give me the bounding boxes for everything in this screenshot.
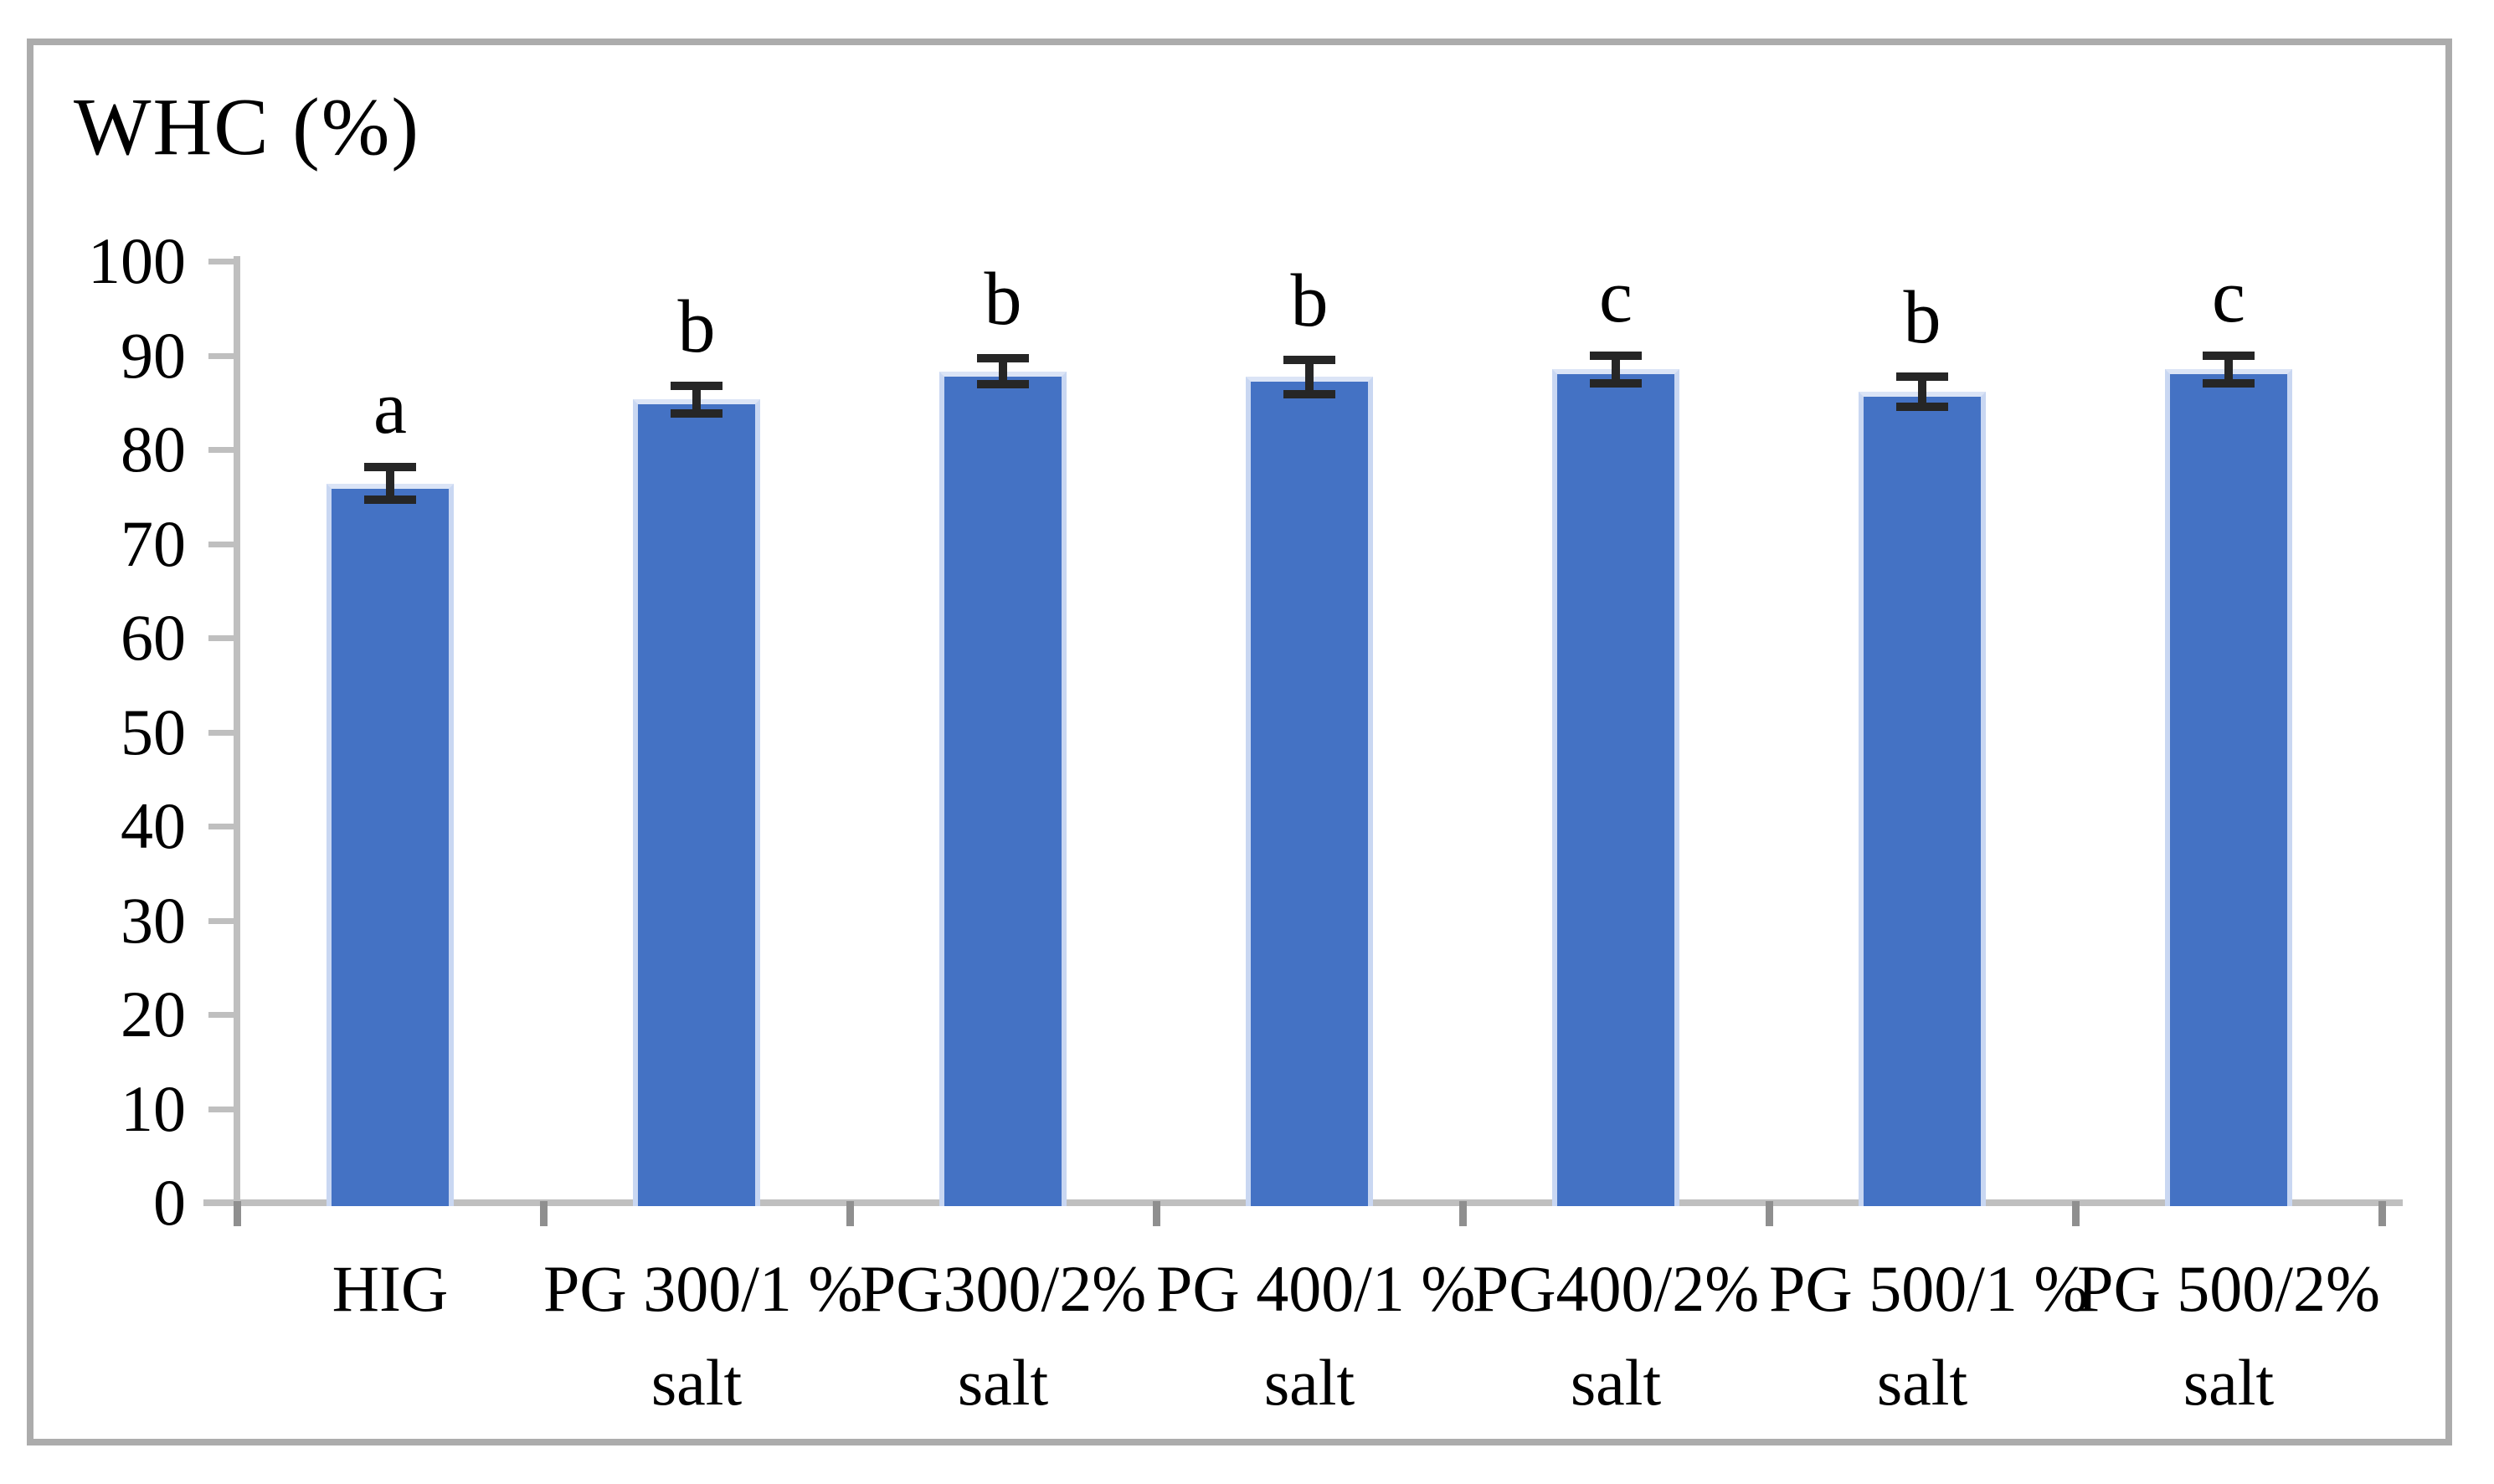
significance-letter: b xyxy=(677,285,716,368)
y-axis-tick xyxy=(208,635,237,641)
significance-letter: c xyxy=(2212,254,2245,338)
x-axis-category-label: PG300/2% salt xyxy=(850,1242,1156,1430)
y-axis-tick xyxy=(208,352,237,359)
x-axis-label-line1: PG300/2% xyxy=(859,1252,1147,1325)
y-axis-tick xyxy=(208,824,237,829)
x-axis-label-line2: salt xyxy=(1876,1346,1968,1419)
error-bar-line xyxy=(692,385,701,414)
y-axis-tick-label: 0 xyxy=(153,1166,186,1239)
significance-letter: b xyxy=(1903,276,1941,360)
x-axis-label-line1: PG 400/1 % xyxy=(1156,1252,1476,1325)
bar xyxy=(327,483,454,1206)
y-axis-tick xyxy=(208,917,237,924)
x-axis-tick xyxy=(1766,1201,1773,1226)
error-bar-line xyxy=(2224,355,2233,384)
x-axis-category-label: HIG xyxy=(237,1242,543,1336)
y-axis-tick xyxy=(208,1012,237,1018)
x-axis-tick xyxy=(846,1201,854,1226)
error-bar-cap-top xyxy=(977,353,1029,362)
x-axis-label-line1: PG 500/2% xyxy=(2077,1252,2380,1325)
y-axis-tick-label: 70 xyxy=(121,506,186,580)
error-bar-cap-top xyxy=(2203,351,2255,360)
significance-letter: a xyxy=(373,367,407,450)
x-axis-category-label: PG 300/1 % salt xyxy=(543,1242,863,1430)
error-bar-line xyxy=(386,467,394,500)
y-axis-tick-label: 40 xyxy=(121,789,186,862)
error-bar-line xyxy=(1305,360,1314,394)
bar xyxy=(2165,369,2292,1206)
error-bar-line xyxy=(1612,355,1620,384)
y-axis-tick-label: 100 xyxy=(88,224,186,297)
error-bar-cap-top xyxy=(1590,351,1642,360)
y-axis-tick-label: 10 xyxy=(121,1071,186,1145)
x-axis-label-line2: salt xyxy=(650,1346,743,1419)
y-axis-tick-label: 20 xyxy=(121,978,186,1050)
error-bar-line xyxy=(999,357,1007,385)
error-bar-cap-bottom xyxy=(977,380,1029,389)
y-axis-tick xyxy=(208,541,237,547)
x-axis-label-line1: HIG xyxy=(332,1252,449,1325)
y-axis-tick xyxy=(208,259,237,264)
y-axis-tick-label: 60 xyxy=(121,601,186,674)
x-axis-label-line2: salt xyxy=(1263,1346,1355,1419)
y-axis-tick xyxy=(208,729,237,736)
x-axis-label-line1: PG400/2% xyxy=(1472,1252,1760,1325)
bar xyxy=(633,399,760,1206)
error-bar-cap-top xyxy=(671,381,722,390)
bar xyxy=(1859,392,1986,1206)
error-bar-cap-bottom xyxy=(1590,379,1642,388)
y-axis-tick-label: 80 xyxy=(121,413,186,485)
x-axis-label-line2: salt xyxy=(1570,1346,1662,1419)
x-axis-tick xyxy=(234,1201,241,1226)
error-bar-cap-bottom xyxy=(671,409,722,418)
error-bar-cap-bottom xyxy=(1896,403,1948,412)
x-axis-label-line1: PG 500/1 % xyxy=(1769,1252,2089,1325)
x-axis-tick xyxy=(1153,1201,1160,1226)
significance-letter: b xyxy=(1290,259,1329,343)
x-axis-label-line2: salt xyxy=(2183,1346,2275,1419)
x-axis-label-line1: PG 300/1 % xyxy=(543,1252,863,1325)
significance-letter: c xyxy=(1599,254,1633,338)
x-axis-category-label: PG 400/1 % salt xyxy=(1156,1242,1476,1430)
error-bar-cap-top xyxy=(1283,356,1335,365)
bar xyxy=(939,371,1067,1206)
significance-letter: b xyxy=(984,257,1022,341)
error-bar-line xyxy=(1918,377,1926,408)
y-axis-tick xyxy=(208,1106,237,1112)
x-axis-category-label: PG 500/1 % salt xyxy=(1769,1242,2089,1430)
error-bar-cap-bottom xyxy=(1283,389,1335,398)
x-axis-tick xyxy=(1459,1201,1467,1226)
y-axis-line xyxy=(234,256,240,1224)
x-axis-category-label: PG 500/2% salt xyxy=(2075,1242,2382,1430)
error-bar-cap-bottom xyxy=(2203,379,2255,388)
x-axis-tick xyxy=(2378,1201,2386,1226)
bar xyxy=(1246,377,1373,1206)
y-axis-tick xyxy=(208,1200,237,1206)
x-axis-tick xyxy=(2072,1201,2080,1226)
chart-title: WHC (%) xyxy=(74,82,421,172)
y-axis-tick xyxy=(208,447,237,453)
y-axis-tick-label: 30 xyxy=(121,883,186,957)
bar xyxy=(1552,369,1679,1206)
x-axis-tick xyxy=(540,1201,548,1226)
error-bar-cap-top xyxy=(364,463,416,472)
x-axis-category-label: PG400/2% salt xyxy=(1463,1242,1769,1430)
x-axis-label-line2: salt xyxy=(957,1346,1049,1419)
y-axis-tick-label: 90 xyxy=(121,318,186,392)
error-bar-cap-top xyxy=(1896,372,1948,382)
y-axis-tick-label: 50 xyxy=(121,695,186,768)
error-bar-cap-bottom xyxy=(364,495,416,504)
